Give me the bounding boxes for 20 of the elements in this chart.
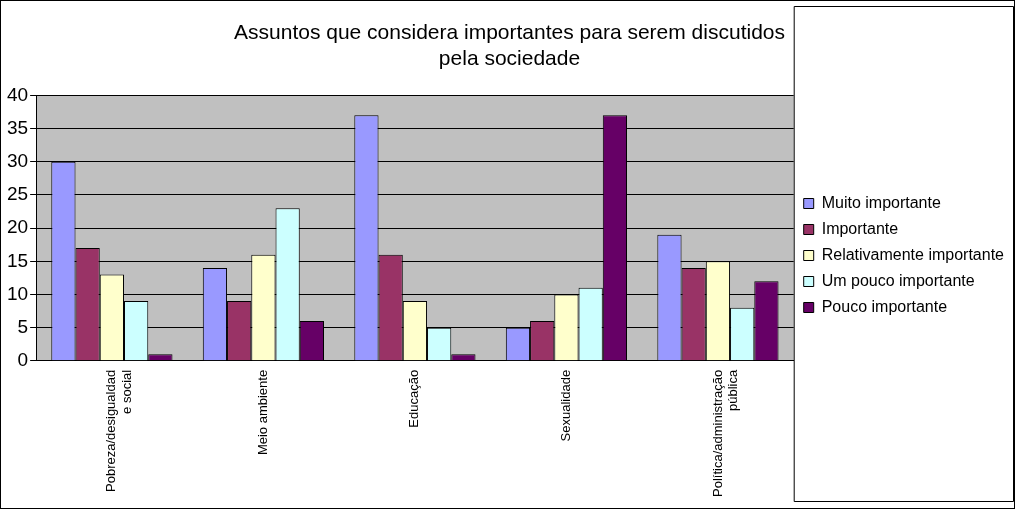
x-tick-label: Política/administração pública xyxy=(709,369,741,497)
y-tick-label: 20 xyxy=(6,216,29,238)
y-tick-label: 40 xyxy=(6,83,29,105)
x-tick-label: Pobreza/desigualdad e social xyxy=(103,369,135,492)
x-tick-label: Educação xyxy=(406,369,422,428)
y-tick-label: 25 xyxy=(6,183,29,205)
legend-label: Pouco importante xyxy=(821,297,948,315)
y-tick-label: 0 xyxy=(17,349,29,371)
y-tick-label: 35 xyxy=(6,116,29,138)
x-tick-label: Sexualidade xyxy=(558,369,573,442)
legend-label: Relativamente importante xyxy=(821,245,1005,263)
legend-label: Importante xyxy=(821,219,899,237)
chart-title: Assuntos que considera importantes para serem discutidos pela sociedade xyxy=(234,20,785,69)
legend-label: Um pouco importante xyxy=(821,271,975,289)
y-tick-label: 30 xyxy=(6,149,29,171)
y-tick-label: 5 xyxy=(17,315,29,337)
x-tick-label: Meio ambiente xyxy=(254,369,270,456)
y-tick-label: 10 xyxy=(6,282,29,304)
y-tick-label: 15 xyxy=(6,249,29,271)
legend-label: Muito importante xyxy=(821,193,941,211)
